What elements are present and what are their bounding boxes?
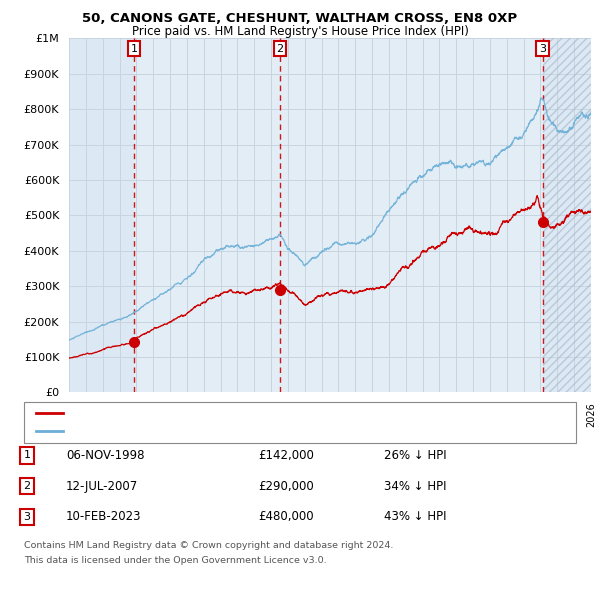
Text: 1: 1 [130,44,137,54]
Text: 06-NOV-1998: 06-NOV-1998 [66,449,145,462]
Bar [542,38,591,392]
Text: 1: 1 [23,451,31,460]
Text: 2: 2 [277,44,284,54]
Text: Contains HM Land Registry data © Crown copyright and database right 2024.: Contains HM Land Registry data © Crown c… [24,541,394,550]
Text: 3: 3 [539,44,546,54]
Text: Price paid vs. HM Land Registry's House Price Index (HPI): Price paid vs. HM Land Registry's House … [131,25,469,38]
Text: 34% ↓ HPI: 34% ↓ HPI [384,480,446,493]
Text: 50, CANONS GATE, CHESHUNT, WALTHAM CROSS, EN8 0XP (detached house): 50, CANONS GATE, CHESHUNT, WALTHAM CROSS… [69,408,471,418]
Text: 3: 3 [23,512,31,522]
Text: 12-JUL-2007: 12-JUL-2007 [66,480,138,493]
Text: 10-FEB-2023: 10-FEB-2023 [66,510,142,523]
Text: £290,000: £290,000 [258,480,314,493]
Text: 26% ↓ HPI: 26% ↓ HPI [384,449,446,462]
Text: 2: 2 [23,481,31,491]
Text: £480,000: £480,000 [258,510,314,523]
Bar [542,38,591,392]
Text: HPI: Average price, detached house, Broxbourne: HPI: Average price, detached house, Brox… [69,426,322,435]
Bar [134,38,542,392]
Text: 50, CANONS GATE, CHESHUNT, WALTHAM CROSS, EN8 0XP: 50, CANONS GATE, CHESHUNT, WALTHAM CROSS… [82,12,518,25]
Text: This data is licensed under the Open Government Licence v3.0.: This data is licensed under the Open Gov… [24,556,326,565]
Text: £142,000: £142,000 [258,449,314,462]
Text: 43% ↓ HPI: 43% ↓ HPI [384,510,446,523]
